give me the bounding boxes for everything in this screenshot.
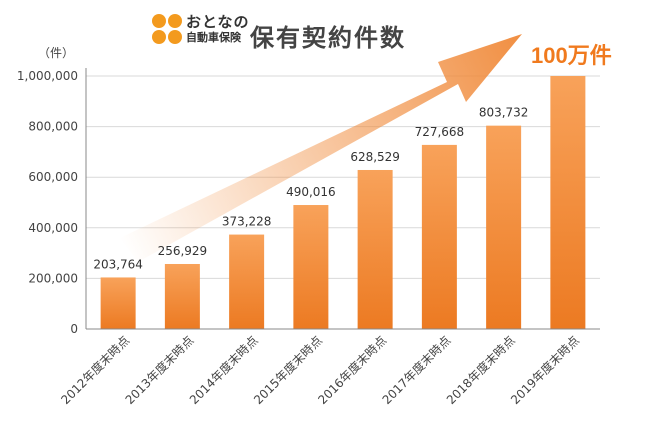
x-tick-label: 2017年度末時点 (379, 333, 454, 408)
bars: 203,764 256,929 373,228 490,016 628,529 727,6… (93, 76, 586, 329)
x-tick-label: 2019年度末時点 (507, 333, 582, 408)
bar-data-label: 373,228 (222, 215, 272, 229)
growth-arrow (120, 34, 522, 262)
bar-data-label: 628,529 (350, 150, 400, 164)
bar-data-label: 203,764 (93, 257, 143, 271)
x-tick-label: 2014年度末時点 (186, 333, 261, 408)
logo-dots-icon (152, 14, 182, 44)
x-tick-label: 2016年度末時点 (315, 333, 390, 408)
highlight-annotation: 100万件 (531, 43, 612, 68)
bar (100, 277, 136, 329)
x-tick-label: 2018年度末時点 (443, 333, 518, 408)
y-axis-unit-label: （件） (38, 46, 75, 60)
bar (164, 263, 200, 329)
bar (293, 205, 329, 329)
x-tick-label: 2012年度末時点 (58, 333, 133, 408)
x-tick-label: 2015年度末時点 (250, 333, 325, 408)
bar (421, 144, 457, 329)
y-tick-label: 800,000 (28, 120, 78, 134)
bar (550, 76, 586, 329)
logo-line1: おとなの (186, 13, 250, 31)
bar-data-label: 803,732 (479, 106, 529, 120)
y-tick-label: 600,000 (28, 170, 78, 184)
y-tick-label: 400,000 (28, 221, 78, 235)
brand-logo: おとなの 自動車保険 (152, 14, 250, 44)
x-tick-label: 2013年度末時点 (122, 333, 197, 408)
bar (229, 234, 265, 329)
bar (357, 169, 393, 329)
bar-data-label: 490,016 (286, 185, 336, 199)
growth-arrow-icon (120, 34, 522, 262)
bar-data-label: 727,668 (415, 125, 465, 139)
bar-data-label: 256,929 (158, 244, 208, 258)
bar (486, 125, 522, 329)
y-tick-label: 1,000,000 (17, 69, 78, 83)
logo-line2: 自動車保険 (186, 31, 241, 44)
chart-title: 保有契約件数 (250, 24, 406, 52)
y-tick-label: 0 (70, 322, 78, 336)
y-tick-label: 200,000 (28, 271, 78, 285)
